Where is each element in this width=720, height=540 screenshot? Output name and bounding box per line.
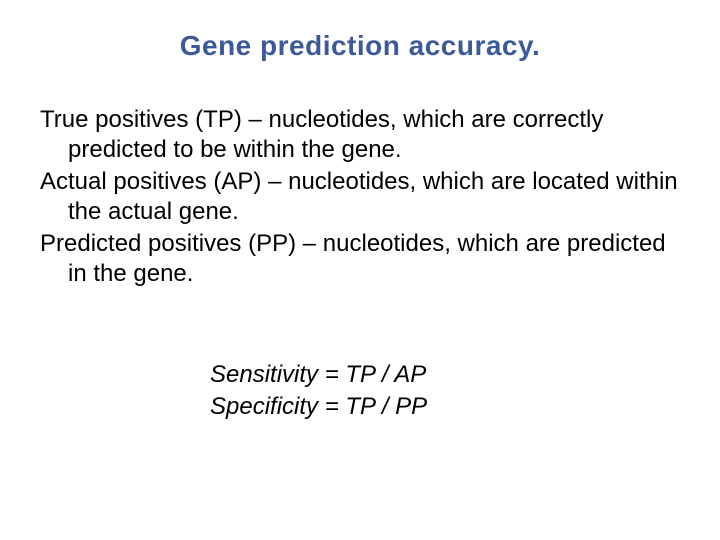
- formulas-block: Sensitivity = TP / AP Specificity = TP /…: [210, 360, 427, 424]
- definition-pp: Predicted positives (PP) – nucleotides, …: [40, 229, 680, 289]
- formula-sensitivity: Sensitivity = TP / AP: [210, 360, 427, 390]
- slide-title: Gene prediction accuracy.: [0, 30, 720, 62]
- definitions-block: True positives (TP) – nucleotides, which…: [40, 105, 680, 291]
- formula-specificity: Specificity = TP / PP: [210, 392, 427, 422]
- slide: Gene prediction accuracy. True positives…: [0, 0, 720, 540]
- definition-ap: Actual positives (AP) – nucleotides, whi…: [40, 167, 680, 227]
- definition-tp: True positives (TP) – nucleotides, which…: [40, 105, 680, 165]
